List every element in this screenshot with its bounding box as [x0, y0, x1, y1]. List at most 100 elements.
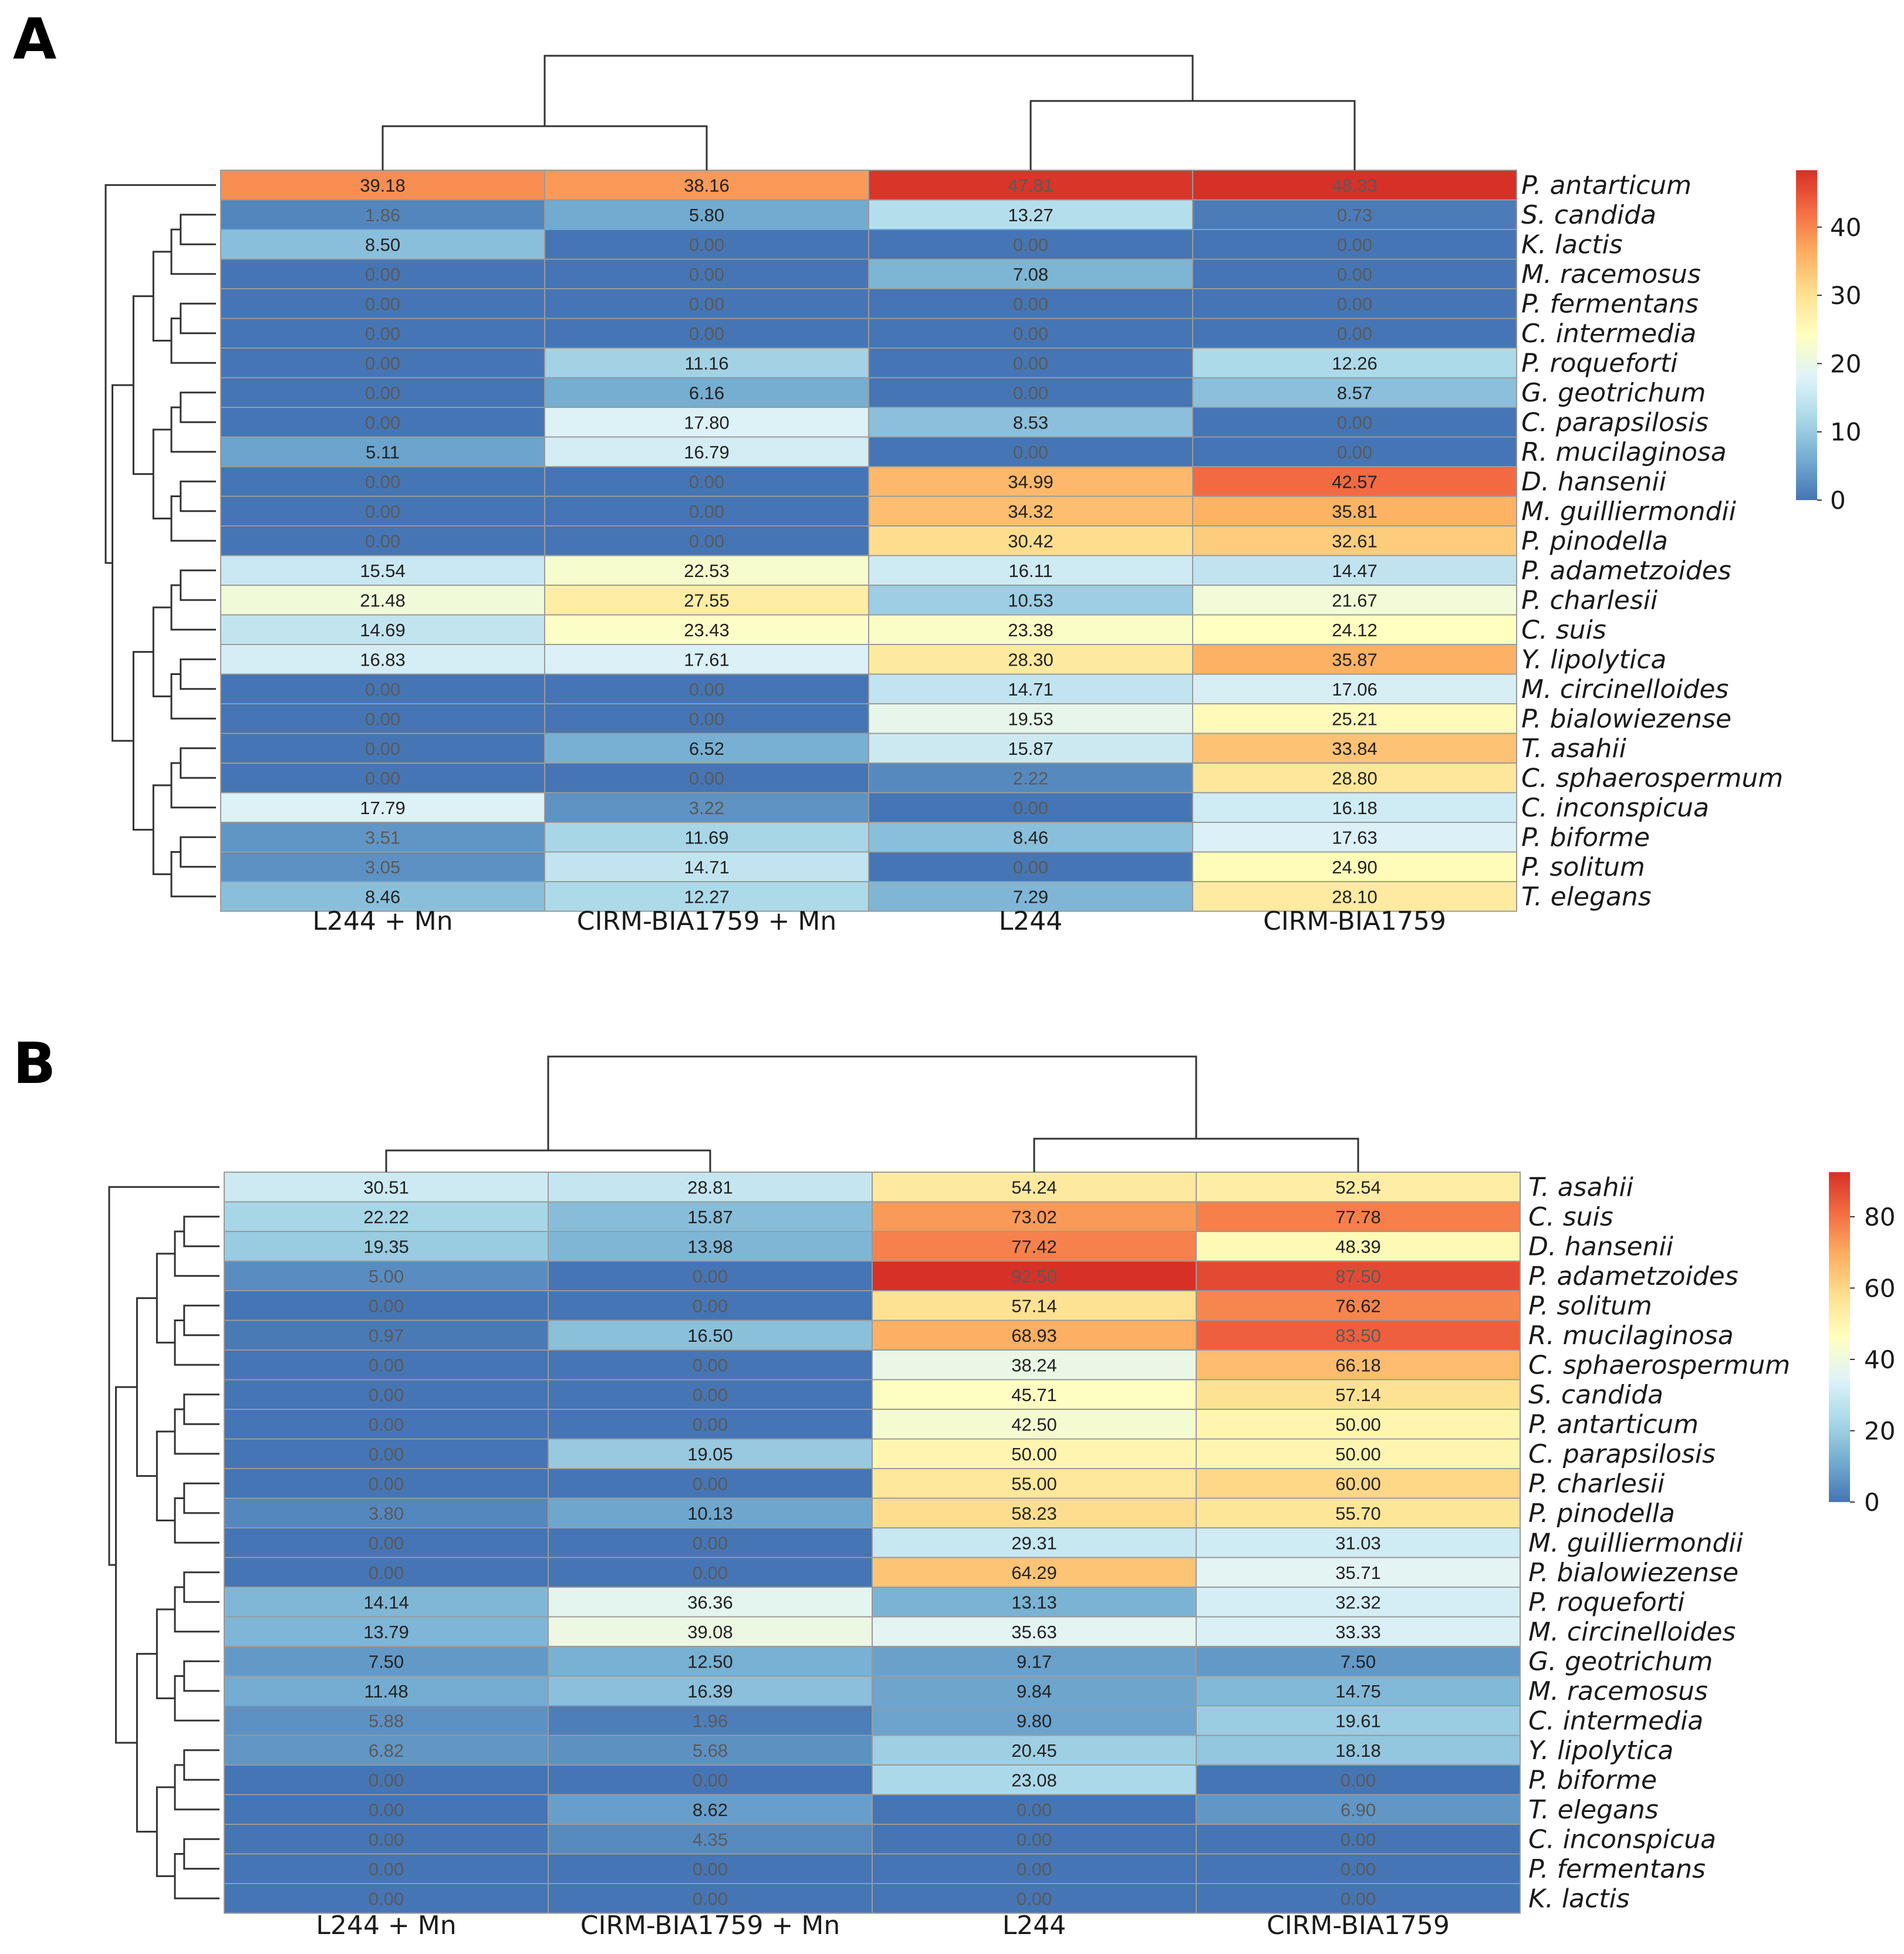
cell-value-label: 50.00 [1335, 1414, 1381, 1435]
cell-value-label: 32.61 [1332, 531, 1378, 551]
heatmap-cell [220, 733, 545, 764]
cell-value-label: 35.87 [1332, 649, 1378, 670]
heatmap-cell [220, 170, 545, 201]
dendrogram-branch [170, 584, 216, 631]
cell-value-label: 33.84 [1332, 738, 1378, 759]
legend-tick-label: 20 [1864, 1416, 1895, 1445]
cell-value-label: 17.61 [684, 649, 730, 670]
heatmap-cell [1196, 1883, 1521, 1914]
heatmap-cell [544, 229, 869, 260]
cell-value-label: 0.00 [1341, 1770, 1376, 1790]
heatmap-cell [544, 318, 869, 349]
cell-value-label: 0.00 [693, 1562, 728, 1583]
row-label: C. parapsilosis [1528, 1439, 1716, 1469]
heatmap-cell [220, 703, 545, 734]
row-label: G. geotrichum [1521, 378, 1706, 408]
legend-tick-label: 0 [1830, 486, 1846, 515]
cell-value-label: 9.80 [1017, 1710, 1052, 1731]
column-label: L244 + Mn [316, 1911, 456, 1940]
heatmap-cell [1196, 1557, 1521, 1588]
cell-value-label: 25.21 [1332, 708, 1378, 729]
heatmap-cell [1196, 1675, 1521, 1706]
heatmap-cell [224, 1172, 549, 1203]
cell-value-label: 16.11 [1008, 561, 1052, 581]
heatmap-cell [1192, 170, 1517, 201]
heatmap-cell [224, 1409, 549, 1440]
row-label: P. adametzoides [1521, 556, 1731, 586]
heatmap-cell [868, 733, 1193, 764]
dendrogram-branch [1033, 1138, 1359, 1172]
cell-value-label: 0.00 [689, 531, 724, 551]
cell-value-label: 34.99 [1008, 471, 1054, 492]
column-dendrogram [382, 55, 1356, 170]
legend-tick-label: 30 [1830, 281, 1861, 310]
row-label: M. guilliermondii [1521, 497, 1737, 527]
column-label: CIRM-BIA1759 [1263, 906, 1446, 936]
cell-value-label: 0.00 [1013, 323, 1048, 344]
cell-value-label: 30.42 [1008, 531, 1054, 551]
dendrogram-branch [180, 302, 216, 335]
row-label: M. racemosus [1521, 259, 1701, 289]
cell-value-label: 19.53 [1008, 708, 1054, 729]
cell-value-label: 0.00 [689, 471, 724, 492]
heatmap-cell [220, 614, 545, 645]
cell-value-label: 16.18 [1332, 798, 1378, 818]
cell-value-label: 58.23 [1011, 1503, 1057, 1524]
cell-value-label: 0.00 [365, 471, 400, 492]
dendrogram-branch [108, 1186, 220, 1566]
row-label: P. fermentans [1521, 289, 1699, 319]
dendrogram-branch [183, 1393, 220, 1425]
dendrogram-branch [156, 1253, 175, 1344]
cell-value-label: 0.00 [1337, 442, 1372, 463]
cell-value-label: 35.81 [1332, 501, 1378, 522]
heatmap-cell [1196, 1260, 1521, 1291]
heatmap-cell [872, 1201, 1197, 1232]
cell-value-label: 24.12 [1332, 620, 1378, 640]
cell-value-label: 87.50 [1335, 1266, 1381, 1287]
cell-value-label: 77.78 [1335, 1207, 1381, 1227]
row-label: G. geotrichum [1528, 1646, 1713, 1676]
heatmap-cell [868, 318, 1193, 349]
heatmap-cell [224, 1319, 549, 1351]
heatmap-cell [220, 822, 545, 853]
cell-value-label: 9.17 [1017, 1651, 1052, 1672]
row-label: C. parapsilosis [1521, 407, 1709, 437]
heatmap-cell [1196, 1319, 1521, 1351]
heatmap-cell [1196, 1349, 1521, 1381]
row-label: P. bialowiezense [1521, 704, 1731, 734]
heatmap-cell [1192, 644, 1517, 675]
cell-value-label: 8.62 [693, 1800, 728, 1820]
cell-value-label: 0.00 [369, 1800, 404, 1820]
heatmap-cell [224, 1824, 549, 1855]
heatmap-cell [548, 1468, 873, 1499]
cell-value-label: 22.22 [363, 1207, 409, 1227]
heatmap-cell [868, 377, 1193, 408]
cell-value-label: 48.33 [1332, 175, 1378, 195]
heatmap-cell [1192, 318, 1517, 349]
dendrogram-branch [132, 651, 154, 831]
dendrogram-branch [174, 1230, 220, 1277]
dendrogram-branch [183, 1216, 220, 1247]
heatmap-cell [1196, 1853, 1521, 1884]
dendrogram-branch [183, 1660, 220, 1692]
legend-tick-label: 10 [1830, 418, 1861, 447]
heatmap-cell [548, 1349, 873, 1381]
heatmap-cell [872, 1675, 1197, 1706]
cell-value-label: 0.00 [693, 1888, 728, 1909]
cell-value-label: 17.80 [684, 412, 730, 433]
heatmap-cell [548, 1497, 873, 1528]
cell-value-label: 92.50 [1011, 1266, 1057, 1287]
color-legend: 0 20 40 60 80 [1829, 1172, 1895, 1517]
heatmap-cell [224, 1764, 549, 1796]
dendrogram-branch [543, 55, 1194, 126]
cell-value-label: 13.13 [1011, 1592, 1057, 1612]
heatmap-cell [1192, 229, 1517, 260]
cell-value-label: 0.00 [1337, 264, 1372, 285]
column-labels: L244 + Mn CIRM-BIA1759 + Mn L244 CIRM-BIA17… [316, 1911, 1449, 1940]
row-label: P. bialowiezense [1528, 1558, 1738, 1588]
cell-value-label: 11.48 [364, 1681, 408, 1702]
dendrogram-branch [174, 1497, 220, 1544]
cell-value-label: 0.00 [1017, 1829, 1052, 1850]
heatmap-cell [872, 1883, 1197, 1914]
